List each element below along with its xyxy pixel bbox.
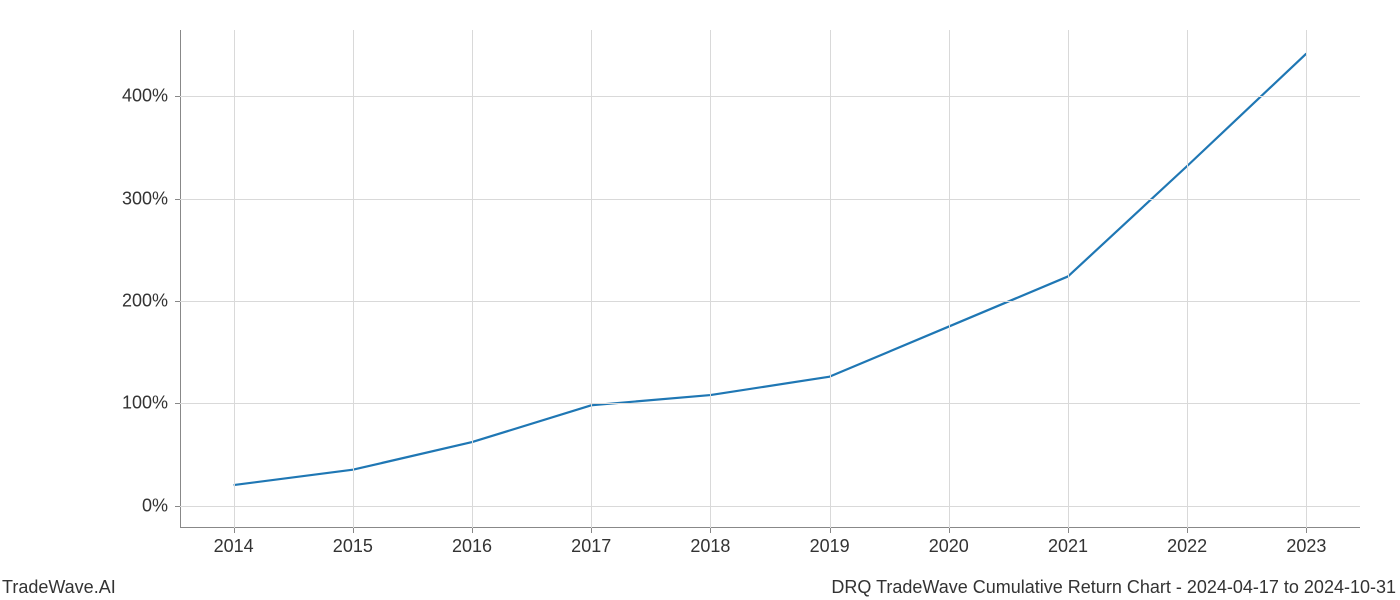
tick-mark-x (353, 528, 354, 533)
grid-line-vertical (472, 30, 473, 528)
grid-line-vertical (830, 30, 831, 528)
footer-left-label: TradeWave.AI (2, 577, 116, 598)
tick-mark-y (175, 403, 180, 404)
tick-mark-y (175, 506, 180, 507)
x-tick-label: 2021 (1048, 536, 1088, 557)
series-line (234, 54, 1307, 486)
tick-mark-x (710, 528, 711, 533)
tick-mark-y (175, 96, 180, 97)
grid-line-horizontal (180, 96, 1360, 97)
grid-line-vertical (949, 30, 950, 528)
tick-mark-x (591, 528, 592, 533)
grid-line-horizontal (180, 506, 1360, 507)
grid-line-vertical (234, 30, 235, 528)
grid-line-vertical (1306, 30, 1307, 528)
tick-mark-y (175, 199, 180, 200)
tick-mark-y (175, 301, 180, 302)
footer-right-label: DRQ TradeWave Cumulative Return Chart - … (831, 577, 1396, 598)
tick-mark-x (830, 528, 831, 533)
tick-mark-x (1187, 528, 1188, 533)
x-tick-label: 2022 (1167, 536, 1207, 557)
grid-line-horizontal (180, 199, 1360, 200)
x-tick-label: 2020 (929, 536, 969, 557)
grid-line-horizontal (180, 301, 1360, 302)
x-tick-label: 2016 (452, 536, 492, 557)
grid-line-vertical (353, 30, 354, 528)
x-tick-label: 2018 (690, 536, 730, 557)
y-tick-label: 0% (142, 495, 168, 516)
grid-line-horizontal (180, 403, 1360, 404)
grid-line-vertical (1068, 30, 1069, 528)
y-tick-label: 200% (122, 290, 168, 311)
tick-mark-x (234, 528, 235, 533)
axis-spine-left (180, 30, 181, 528)
x-tick-label: 2014 (214, 536, 254, 557)
grid-line-vertical (591, 30, 592, 528)
line-chart-svg (180, 30, 1360, 528)
x-tick-label: 2019 (810, 536, 850, 557)
x-tick-label: 2015 (333, 536, 373, 557)
plot-area (180, 30, 1360, 528)
axis-spine-bottom (180, 527, 1360, 528)
tick-mark-x (472, 528, 473, 533)
x-tick-label: 2023 (1286, 536, 1326, 557)
tick-mark-x (1306, 528, 1307, 533)
chart-container: TradeWave.AI DRQ TradeWave Cumulative Re… (0, 0, 1400, 600)
grid-line-vertical (710, 30, 711, 528)
tick-mark-x (1068, 528, 1069, 533)
y-tick-label: 100% (122, 393, 168, 414)
y-tick-label: 300% (122, 188, 168, 209)
y-tick-label: 400% (122, 86, 168, 107)
grid-line-vertical (1187, 30, 1188, 528)
tick-mark-x (949, 528, 950, 533)
x-tick-label: 2017 (571, 536, 611, 557)
